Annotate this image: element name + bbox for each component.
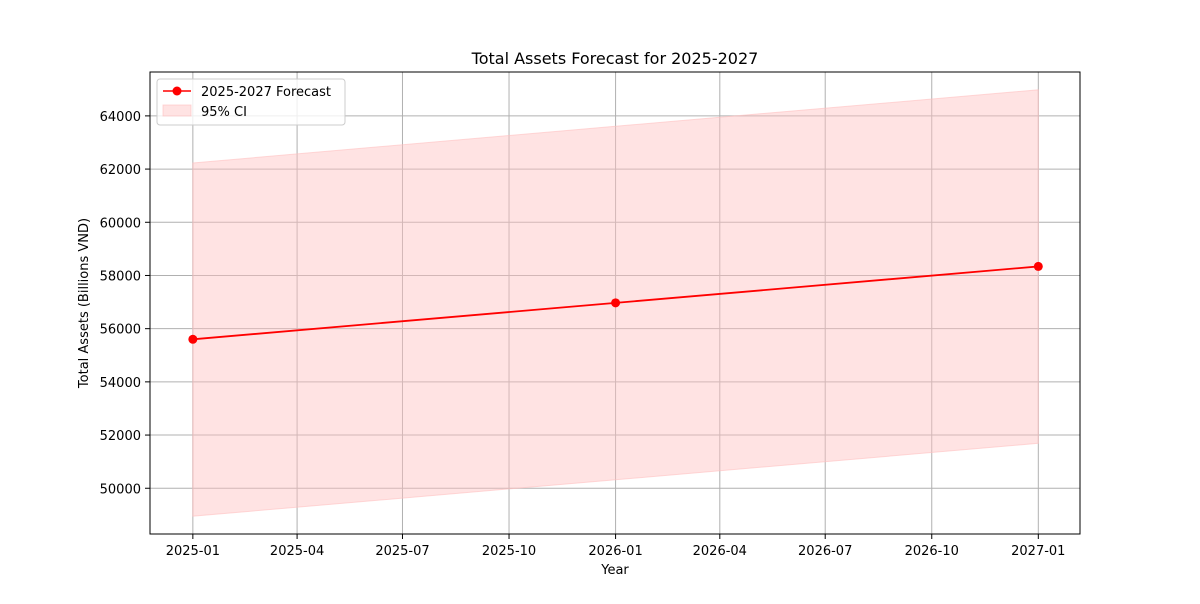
chart-title: Total Assets Forecast for 2025-2027 bbox=[471, 49, 759, 68]
legend-series-label: 2025-2027 Forecast bbox=[201, 85, 331, 100]
y-tick-label: 56000 bbox=[100, 323, 141, 338]
data-point bbox=[188, 334, 198, 344]
x-tick-label: 2026-01 bbox=[588, 544, 642, 559]
legend: 2025-2027 Forecast 95% CI bbox=[156, 78, 346, 126]
x-tick-label: 2026-04 bbox=[693, 544, 747, 559]
series-layer bbox=[188, 261, 1043, 344]
x-tick-label: 2025-04 bbox=[270, 544, 324, 559]
plot-frame bbox=[149, 71, 1081, 535]
y-tick-label: 54000 bbox=[100, 376, 141, 391]
y-tick-label: 58000 bbox=[100, 269, 141, 284]
legend-box bbox=[156, 78, 346, 126]
x-axis-label: Year bbox=[600, 563, 629, 578]
y-axis-label: Total Assets (Billions VND) bbox=[77, 218, 92, 389]
x-tick-label: 2025-07 bbox=[375, 544, 429, 559]
y-tick-label: 64000 bbox=[100, 110, 141, 125]
x-tick-label: 2026-07 bbox=[798, 544, 852, 559]
y-tick-label: 52000 bbox=[100, 429, 141, 444]
legend-ci-label: 95% CI bbox=[201, 105, 247, 120]
data-point bbox=[1033, 261, 1043, 271]
x-tick-label: 2025-10 bbox=[482, 544, 536, 559]
x-tick-label: 2025-01 bbox=[166, 544, 220, 559]
legend-ci-swatch bbox=[162, 104, 192, 117]
y-tick-label: 50000 bbox=[100, 482, 141, 497]
x-axis-ticks: 2025-01 2025-04 2025-07 2025-10 2026-01 2026-… bbox=[166, 534, 1065, 559]
y-axis-ticks: 50000 52000 54000 56000 58000 60000 62000 64000 bbox=[100, 110, 150, 497]
x-tick-label: 2027-01 bbox=[1011, 544, 1065, 559]
data-point bbox=[611, 298, 621, 308]
y-tick-label: 62000 bbox=[100, 163, 141, 178]
x-tick-label: 2026-10 bbox=[905, 544, 959, 559]
y-tick-label: 60000 bbox=[100, 216, 141, 231]
legend-series-marker bbox=[172, 86, 182, 96]
